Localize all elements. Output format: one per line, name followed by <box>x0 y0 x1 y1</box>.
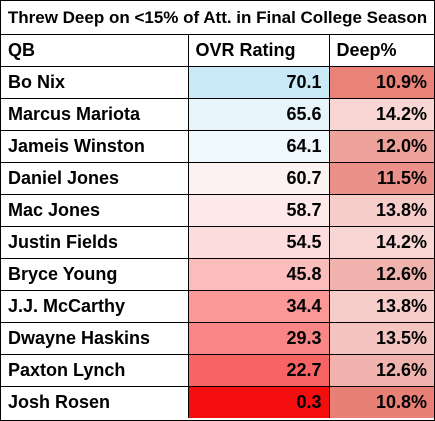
ovr-rating-cell: 58.7 <box>187 194 330 227</box>
ovr-rating-cell: 22.7 <box>187 354 330 387</box>
qb-name-cell: Justin Fields <box>1 226 189 259</box>
deep-pct-cell: 12.6% <box>328 258 434 291</box>
qb-name-cell: Daniel Jones <box>1 162 189 195</box>
ovr-rating-cell: 70.1 <box>187 66 330 99</box>
ovr-rating-cell: 64.1 <box>187 130 330 163</box>
table-row: Daniel Jones 60.7 11.5% <box>1 162 434 195</box>
qb-name-cell: Bryce Young <box>1 258 189 291</box>
deep-pct-cell: 12.0% <box>328 130 434 163</box>
table-row: Paxton Lynch 22.7 12.6% <box>1 354 434 387</box>
ovr-rating-cell: 0.3 <box>187 386 330 418</box>
deep-pct-cell: 10.9% <box>328 66 434 99</box>
deep-pct-cell: 14.2% <box>328 98 434 131</box>
ovr-rating-cell: 29.3 <box>187 322 330 355</box>
header-row: QB OVR Rating Deep% <box>1 35 434 67</box>
deep-pct-cell: 14.2% <box>328 226 434 259</box>
header-ovr-rating: OVR Rating <box>187 35 330 67</box>
ovr-rating-cell: 65.6 <box>187 98 330 131</box>
qb-name-cell: Paxton Lynch <box>1 354 189 387</box>
table-row: Dwayne Haskins 29.3 13.5% <box>1 322 434 355</box>
deep-pct-cell: 10.8% <box>328 386 434 418</box>
table-row: Bryce Young 45.8 12.6% <box>1 258 434 291</box>
qb-name-cell: Mac Jones <box>1 194 189 227</box>
table-row: Josh Rosen 0.3 10.8% <box>1 386 434 418</box>
qb-name-cell: J.J. McCarthy <box>1 290 189 323</box>
deep-pct-cell: 13.5% <box>328 322 434 355</box>
ovr-rating-cell: 54.5 <box>187 226 330 259</box>
header-deep-pct: Deep% <box>328 35 434 67</box>
table-title: Threw Deep on <15% of Att. in Final Coll… <box>1 1 434 35</box>
deep-pct-cell: 11.5% <box>328 162 434 195</box>
header-qb: QB <box>1 35 189 67</box>
qb-name-cell: Dwayne Haskins <box>1 322 189 355</box>
ovr-rating-cell: 45.8 <box>187 258 330 291</box>
deep-pct-cell: 13.8% <box>328 290 434 323</box>
table-row: Marcus Mariota 65.6 14.2% <box>1 98 434 131</box>
table-row: Justin Fields 54.5 14.2% <box>1 226 434 259</box>
qb-name-cell: Marcus Mariota <box>1 98 189 131</box>
ovr-rating-cell: 60.7 <box>187 162 330 195</box>
qb-table: QB OVR Rating Deep% Bo Nix 70.1 10.9% Marcu… <box>1 35 434 418</box>
table-row: Jameis Winston 64.1 12.0% <box>1 130 434 163</box>
qb-name-cell: Jameis Winston <box>1 130 189 163</box>
deep-pct-cell: 12.6% <box>328 354 434 387</box>
qb-name-cell: Josh Rosen <box>1 386 189 418</box>
table-row: J.J. McCarthy 34.4 13.8% <box>1 290 434 323</box>
table-row: Bo Nix 70.1 10.9% <box>1 66 434 99</box>
table-row: Mac Jones 58.7 13.8% <box>1 194 434 227</box>
qb-name-cell: Bo Nix <box>1 66 189 99</box>
deep-pct-cell: 13.8% <box>328 194 434 227</box>
ovr-rating-cell: 34.4 <box>187 290 330 323</box>
